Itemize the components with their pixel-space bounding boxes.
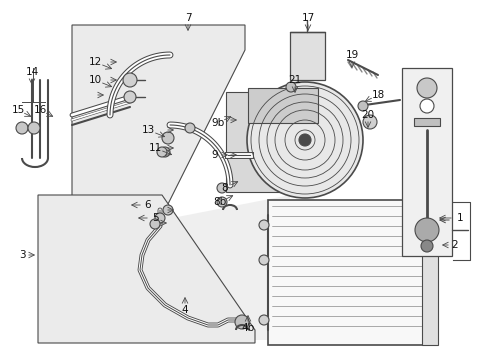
Circle shape bbox=[299, 134, 311, 146]
Text: 15: 15 bbox=[11, 105, 24, 115]
Circle shape bbox=[155, 213, 165, 223]
Circle shape bbox=[163, 205, 173, 215]
Circle shape bbox=[185, 123, 195, 133]
Polygon shape bbox=[162, 195, 290, 340]
Circle shape bbox=[160, 147, 170, 157]
Bar bbox=[248, 88, 318, 123]
Circle shape bbox=[123, 73, 137, 87]
Text: 4b: 4b bbox=[242, 323, 255, 333]
Text: 20: 20 bbox=[362, 110, 374, 120]
Text: 14: 14 bbox=[25, 67, 39, 77]
Text: 10: 10 bbox=[88, 75, 101, 85]
Circle shape bbox=[358, 101, 368, 111]
Bar bbox=[402, 68, 452, 256]
Text: 7: 7 bbox=[185, 13, 191, 23]
Circle shape bbox=[235, 315, 249, 329]
Text: 8: 8 bbox=[221, 183, 228, 193]
Circle shape bbox=[247, 82, 363, 198]
Text: 1: 1 bbox=[457, 213, 464, 223]
Circle shape bbox=[28, 122, 40, 134]
Circle shape bbox=[259, 315, 269, 325]
Circle shape bbox=[217, 183, 227, 193]
Circle shape bbox=[421, 240, 433, 252]
Circle shape bbox=[420, 99, 434, 113]
Text: 3: 3 bbox=[19, 250, 25, 260]
Text: 19: 19 bbox=[345, 50, 359, 60]
Text: 18: 18 bbox=[371, 90, 385, 100]
Text: 13: 13 bbox=[142, 125, 155, 135]
Text: 6: 6 bbox=[145, 200, 151, 210]
Text: 17: 17 bbox=[301, 13, 315, 23]
Circle shape bbox=[217, 197, 227, 207]
Text: 9b: 9b bbox=[211, 118, 224, 128]
Circle shape bbox=[363, 115, 377, 129]
Circle shape bbox=[417, 78, 437, 98]
Text: 5: 5 bbox=[152, 213, 158, 223]
Circle shape bbox=[124, 91, 136, 103]
Text: 11: 11 bbox=[148, 143, 162, 153]
Circle shape bbox=[150, 219, 160, 229]
Circle shape bbox=[415, 218, 439, 242]
Bar bbox=[414, 118, 440, 126]
Circle shape bbox=[259, 220, 269, 230]
Bar bbox=[422, 200, 438, 345]
Circle shape bbox=[286, 82, 296, 92]
Circle shape bbox=[16, 122, 28, 134]
Text: 9: 9 bbox=[212, 150, 219, 160]
Text: 21: 21 bbox=[289, 75, 302, 85]
Bar bbox=[226, 92, 306, 192]
Polygon shape bbox=[72, 25, 245, 220]
Circle shape bbox=[259, 255, 269, 265]
Text: 2: 2 bbox=[452, 240, 458, 250]
Text: 12: 12 bbox=[88, 57, 101, 67]
Text: 8b: 8b bbox=[213, 197, 227, 207]
Circle shape bbox=[157, 147, 167, 157]
Text: 16: 16 bbox=[33, 105, 47, 115]
Bar bbox=[268, 200, 436, 345]
Text: 4: 4 bbox=[182, 305, 188, 315]
Circle shape bbox=[162, 132, 174, 144]
Bar bbox=[290, 32, 325, 80]
Polygon shape bbox=[38, 195, 255, 343]
